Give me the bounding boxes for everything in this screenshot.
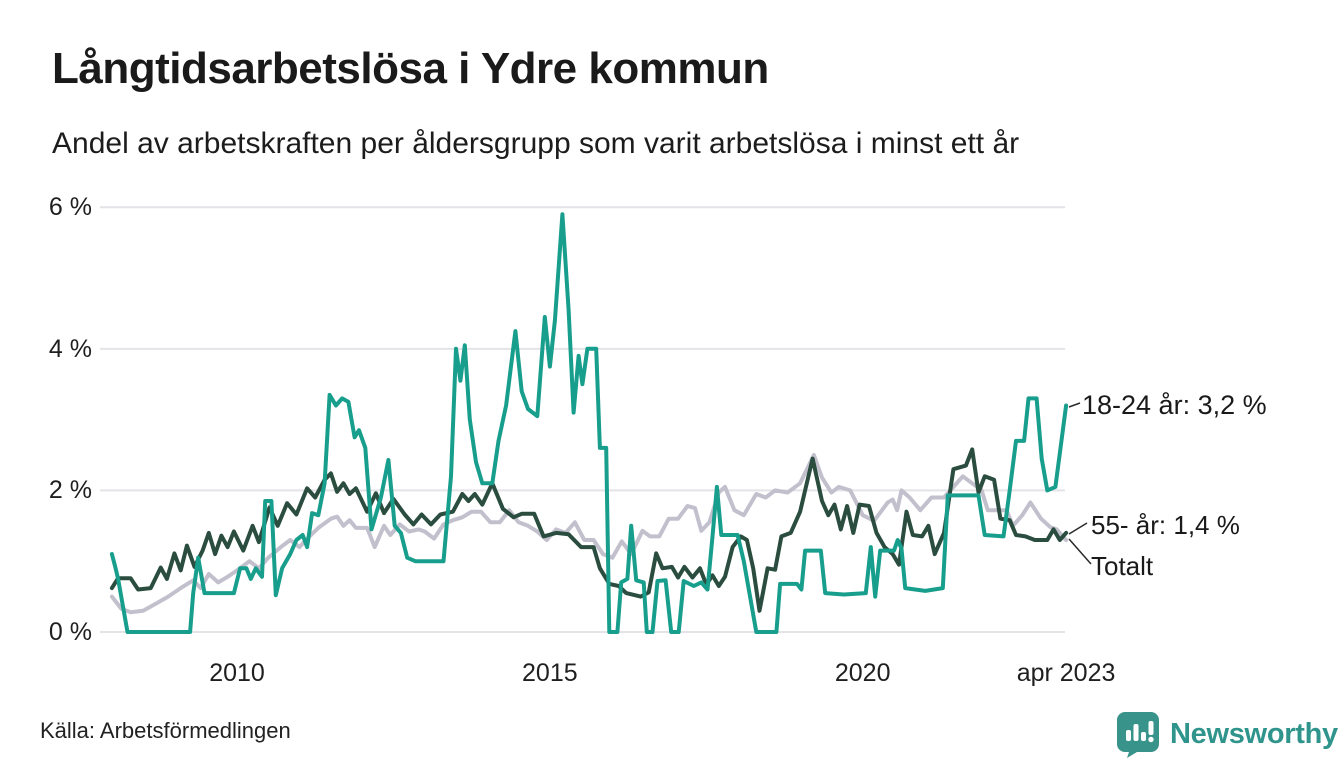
x-axis-tick-2010: 2010: [209, 659, 265, 687]
chart-subtitle: Andel av arbetskraften per åldersgrupp s…: [52, 127, 1020, 160]
annotation-label-totalt: Totalt: [1091, 551, 1154, 581]
newsworthy-logo-icon: [1117, 712, 1159, 758]
y-axis-tick-2: 2 %: [48, 476, 92, 505]
leader-line-totalt: [1068, 538, 1092, 565]
series-line-55- år: [109, 447, 1069, 613]
x-axis-tick-2015: 2015: [522, 659, 578, 687]
x-axis-tick-apr-2023: apr 2023: [1016, 659, 1116, 687]
source-note: Källa: Arbetsförmedlingen: [40, 718, 291, 743]
series-line-Totalt: [109, 453, 1069, 615]
y-axis-tick-0: 0 %: [48, 618, 92, 646]
series-line-18-24 år: [109, 212, 1069, 634]
newsworthy-wordmark: Newsworthy: [1170, 717, 1338, 750]
y-axis-tick-4: 4 %: [48, 334, 92, 363]
annotation-label-55: 55- år: 1,4 %: [1091, 510, 1240, 540]
newsworthy-logo: Newsworthy: [1115, 709, 1338, 759]
leader-line-18-24: [1068, 402, 1081, 408]
leader-line-55: [1068, 522, 1088, 535]
annotation-label-18-24: 18-24 år: 3,2 %: [1082, 390, 1267, 420]
y-axis-tick-6: 6 %: [48, 193, 92, 222]
page-title: Långtidsarbetslösa i Ydre kommun: [52, 44, 769, 93]
x-axis-tick-2020: 2020: [834, 659, 891, 687]
